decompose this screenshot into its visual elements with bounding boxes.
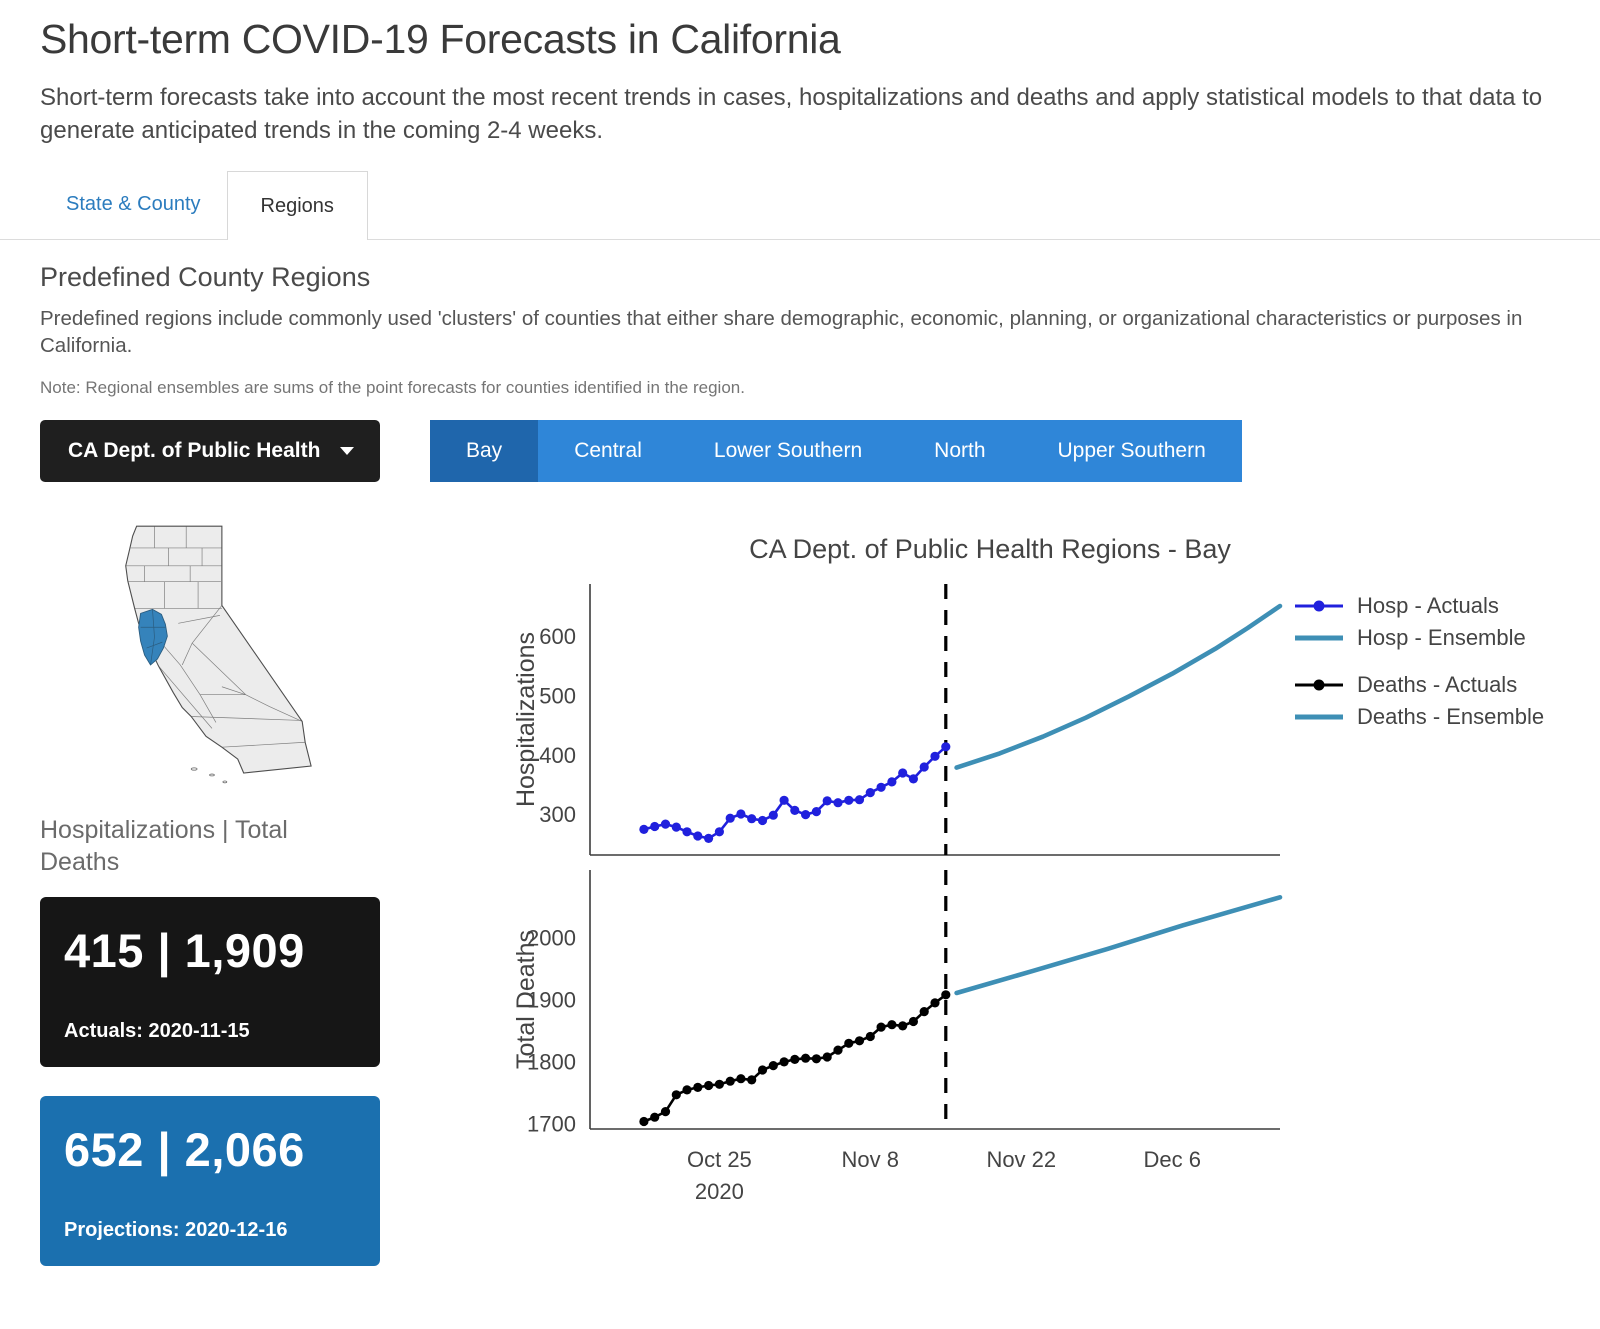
region-button-bar: Bay Central Lower Southern North Upper S… <box>430 419 1242 482</box>
state-outline <box>125 525 312 774</box>
region-button-upper-southern[interactable]: Upper Southern <box>1057 438 1206 462</box>
legend-label-deaths-ensemble: Deaths - Ensemble <box>1357 703 1545 729</box>
summary-heading: Hospitalizations | Total Deaths <box>40 815 288 876</box>
region-button-bay[interactable]: Bay <box>430 419 539 482</box>
actuals-value: 415 | 1,909 <box>64 923 305 977</box>
region-grouping-dropdown[interactable]: CA Dept. of Public Health <box>40 419 380 482</box>
svg-text:Oct 25: Oct 25 <box>687 1147 752 1172</box>
dropdown-selected-value: CA Dept. of Public Health <box>68 438 321 462</box>
svg-text:2020: 2020 <box>695 1179 744 1204</box>
forecast-charts[interactable]: 300 400 500 600 Hospitalizations 1700 1800 1900… <box>500 532 1300 1237</box>
page-subtitle: Short-term forecasts take into account t… <box>40 84 1543 145</box>
tab-state-county[interactable]: State & County <box>66 193 201 216</box>
legend-label-hosp-actuals: Hosp - Actuals <box>1357 592 1499 618</box>
projections-stat-card: 652 | 2,066 Projections: 2020-12-16 <box>40 1095 380 1266</box>
svg-text:1700: 1700 <box>527 1111 576 1136</box>
controls-row: CA Dept. of Public Health Bay Central Lo… <box>0 419 1600 482</box>
legend-item-hosp-ensemble[interactable]: Hosp - Ensemble <box>1295 624 1575 650</box>
svg-text:400: 400 <box>539 743 576 768</box>
legend-swatch-hosp-ensemble <box>1295 631 1343 644</box>
legend-group-gap <box>1295 658 1575 673</box>
legend-item-hosp-actuals[interactable]: Hosp - Actuals <box>1295 592 1575 618</box>
section-heading: Predefined County Regions <box>40 262 371 293</box>
legend-item-deaths-actuals[interactable]: Deaths - Actuals <box>1295 671 1575 697</box>
county-boundaries <box>125 525 306 748</box>
svg-text:2000: 2000 <box>527 925 576 950</box>
legend-swatch-deaths-ensemble <box>1295 710 1343 723</box>
svg-text:Total Deaths: Total Deaths <box>512 930 540 1069</box>
svg-text:Nov 22: Nov 22 <box>986 1147 1056 1172</box>
actuals-caption: Actuals: 2020-11-15 <box>64 1019 250 1042</box>
svg-text:Hospitalizations: Hospitalizations <box>512 632 540 807</box>
main-content: Hospitalizations | Total Deaths 415 | 1,… <box>0 482 1600 1321</box>
legend-label-deaths-actuals: Deaths - Actuals <box>1357 671 1518 697</box>
california-county-map <box>95 518 323 801</box>
bay-area-highlight <box>138 608 168 666</box>
svg-text:600: 600 <box>539 624 576 649</box>
legend-swatch-hosp-actuals <box>1295 599 1343 612</box>
svg-text:1900: 1900 <box>527 987 576 1012</box>
region-button-north[interactable]: North <box>934 438 986 462</box>
region-button-central[interactable]: Central <box>574 438 642 462</box>
svg-text:500: 500 <box>539 683 576 708</box>
page-title: Short-term COVID-19 Forecasts in Califor… <box>40 16 841 62</box>
svg-text:1800: 1800 <box>527 1049 576 1074</box>
region-button-lower-southern[interactable]: Lower Southern <box>713 438 863 462</box>
legend-label-hosp-ensemble: Hosp - Ensemble <box>1357 624 1526 650</box>
actuals-stat-card: 415 | 1,909 Actuals: 2020-11-15 <box>40 896 380 1067</box>
legend-swatch-deaths-actuals <box>1295 678 1343 691</box>
projections-caption: Projections: 2020-12-16 <box>64 1218 288 1241</box>
svg-text:300: 300 <box>539 802 576 827</box>
section-note: Note: Regional ensembles are sums of the… <box>40 377 745 397</box>
tab-bar: State & County Regions <box>0 171 1600 241</box>
svg-text:Dec 6: Dec 6 <box>1143 1147 1200 1172</box>
tab-regions[interactable]: Regions <box>226 171 368 241</box>
channel-islands <box>190 767 228 783</box>
legend-item-deaths-ensemble[interactable]: Deaths - Ensemble <box>1295 703 1575 729</box>
projections-value: 652 | 2,066 <box>64 1122 305 1176</box>
chart-legend: Hosp - Actuals Hosp - Ensemble Deaths - Ac… <box>1295 592 1575 737</box>
section-description: Predefined regions include commonly used… <box>40 307 1523 358</box>
svg-text:Nov 8: Nov 8 <box>842 1147 899 1172</box>
chevron-down-icon <box>340 446 354 455</box>
chart-title: CA Dept. of Public Health Regions - Bay <box>749 533 1231 564</box>
